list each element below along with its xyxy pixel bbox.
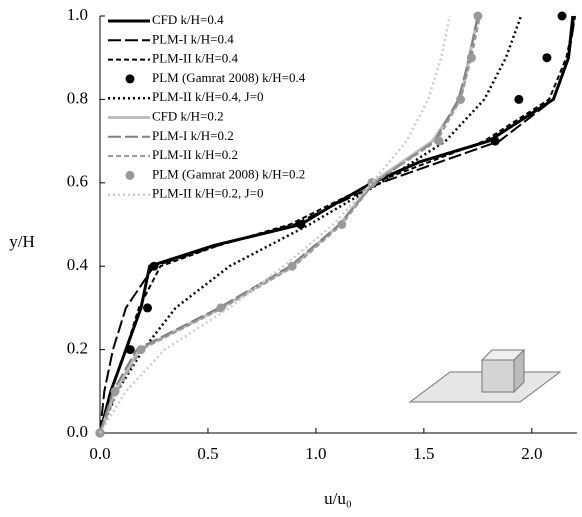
marker bbox=[110, 386, 120, 396]
marker bbox=[466, 53, 476, 63]
legend-label: PLM-II k/H=0.4 bbox=[152, 51, 239, 66]
marker bbox=[542, 53, 552, 63]
marker bbox=[434, 136, 444, 146]
series-line bbox=[98, 15, 451, 434]
legend-label: PLM-II k/H=0.2, J=0 bbox=[152, 186, 263, 201]
y-tick-label: 0.6 bbox=[67, 172, 88, 191]
x-axis-label: u/u₀ bbox=[324, 489, 352, 508]
legend-marker bbox=[125, 74, 135, 84]
inset-sketch bbox=[408, 348, 562, 403]
marker bbox=[136, 345, 146, 355]
legend-label: PLM-I k/H=0.4 bbox=[152, 31, 234, 46]
marker bbox=[473, 11, 483, 21]
y-tick-label: 0.8 bbox=[67, 88, 88, 107]
y-tick-label: 1.0 bbox=[67, 5, 88, 24]
x-tick-label: 2.0 bbox=[521, 444, 542, 463]
marker bbox=[143, 303, 152, 313]
legend-label: CFD k/H=0.4 bbox=[152, 12, 224, 27]
marker bbox=[337, 220, 347, 229]
marker bbox=[456, 94, 466, 104]
x-tick-label: 0.0 bbox=[89, 444, 110, 463]
marker bbox=[557, 11, 567, 21]
legend-label: PLM-I k/H=0.2 bbox=[152, 128, 234, 143]
legend-label: CFD k/H=0.2 bbox=[152, 108, 224, 123]
marker bbox=[287, 261, 297, 271]
legend-label: PLM-II k/H=0.2 bbox=[152, 147, 238, 162]
y-axis-label: y/H bbox=[9, 232, 35, 251]
marker bbox=[490, 136, 500, 146]
legend-label: PLM (Gamrat 2008) k/H=0.4 bbox=[152, 70, 306, 85]
legend-label: PLM-II k/H=0.4, J=0 bbox=[152, 89, 263, 104]
legend-marker bbox=[125, 170, 135, 180]
legend-label: PLM (Gamrat 2008) k/H=0.2 bbox=[152, 166, 305, 181]
marker bbox=[216, 303, 226, 313]
x-tick-label: 1.0 bbox=[305, 444, 326, 463]
marker bbox=[296, 220, 306, 229]
x-tick-label: 1.5 bbox=[413, 444, 434, 463]
y-tick-label: 0.2 bbox=[67, 339, 88, 358]
series-line bbox=[98, 15, 523, 434]
x-tick-label: 0.5 bbox=[197, 444, 218, 463]
marker bbox=[125, 345, 135, 355]
marker bbox=[367, 178, 377, 188]
series-line bbox=[99, 15, 576, 434]
y-tick-label: 0.0 bbox=[67, 422, 88, 441]
y-tick-label: 0.4 bbox=[67, 255, 89, 274]
marker bbox=[149, 261, 159, 271]
marker bbox=[514, 94, 524, 104]
series-line bbox=[99, 15, 576, 434]
